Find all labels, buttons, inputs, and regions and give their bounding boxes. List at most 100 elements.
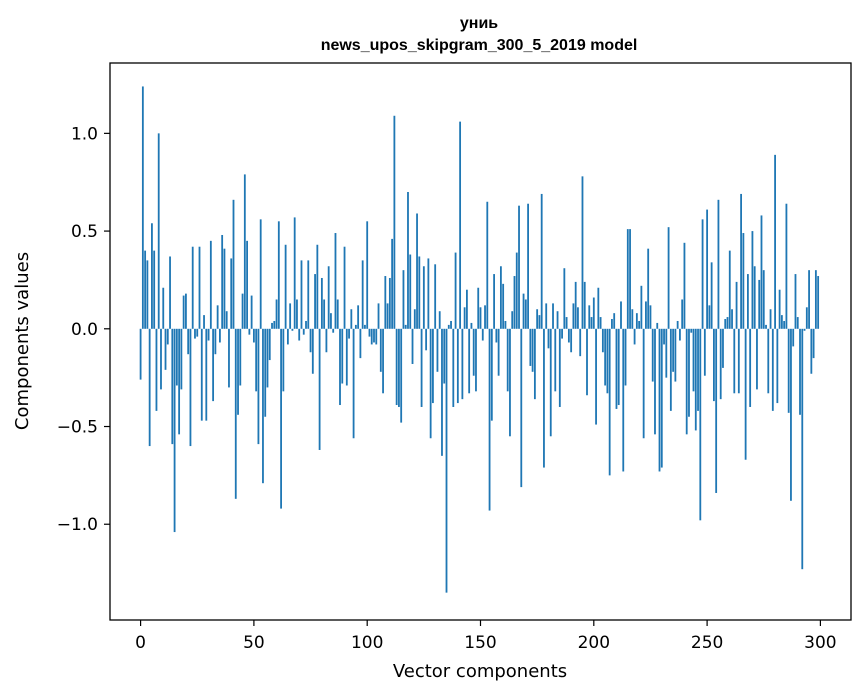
bar-245 [694, 328, 697, 431]
bar-74 [307, 260, 310, 329]
bar-289 [794, 274, 797, 329]
bar-208 [611, 319, 613, 329]
bar-224 [647, 248, 650, 329]
bar-10 [162, 287, 165, 329]
bar-71 [300, 260, 303, 329]
bar-128 [429, 328, 432, 439]
bar-168 [520, 328, 523, 488]
bar-162 [506, 328, 509, 392]
bar-283 [780, 315, 783, 329]
bar-142 [461, 328, 464, 400]
bar-250 [706, 209, 709, 329]
bar-90 [343, 246, 346, 329]
bar-148 [475, 328, 477, 392]
bar-281 [776, 328, 779, 404]
bar-87 [336, 299, 339, 329]
bar-259 [726, 317, 729, 329]
bar-77 [314, 274, 316, 329]
bar-141 [459, 121, 462, 329]
x-tick-label: 300 [804, 633, 836, 653]
bar-186 [561, 328, 563, 339]
bar-189 [567, 328, 570, 343]
y-tick-label: 1.0 [71, 124, 98, 144]
bar-27 [200, 328, 203, 421]
bar-104 [375, 328, 378, 345]
bar-146 [470, 322, 473, 329]
bar-243 [690, 328, 693, 333]
bar-127 [427, 258, 430, 329]
bar-230 [660, 328, 663, 468]
bar-40 [230, 258, 233, 329]
bar-73 [305, 320, 307, 329]
bar-5 [151, 223, 153, 329]
bar-4 [148, 328, 151, 447]
bar-225 [649, 305, 652, 329]
bar-68 [293, 217, 296, 329]
bar-257 [722, 328, 724, 368]
bar-131 [436, 328, 439, 372]
bar-185 [558, 328, 561, 407]
bar-258 [724, 319, 727, 329]
bar-164 [511, 311, 514, 329]
bar-125 [422, 266, 425, 329]
bar-255 [717, 199, 720, 329]
bar-82 [325, 328, 328, 353]
bar-132 [438, 311, 441, 329]
bar-25 [196, 328, 199, 337]
bar-89 [341, 328, 344, 384]
bar-117 [404, 324, 407, 329]
bar-105 [377, 303, 380, 329]
bar-107 [382, 328, 384, 394]
bar-206 [606, 328, 609, 394]
bar-271 [753, 266, 756, 329]
bar-242 [688, 328, 690, 417]
bar-179 [545, 303, 548, 329]
bar-106 [379, 328, 382, 372]
bar-85 [332, 328, 335, 333]
bar-136 [447, 324, 450, 329]
bar-238 [679, 328, 681, 341]
bar-282 [778, 289, 781, 329]
bar-169 [522, 293, 525, 329]
bar-59 [273, 320, 276, 329]
bar-287 [790, 328, 792, 501]
bar-209 [613, 313, 616, 329]
bar-227 [654, 328, 656, 435]
bar-267 [744, 328, 747, 460]
bar-151 [481, 328, 484, 341]
bar-191 [572, 303, 575, 329]
bar-15 [173, 328, 176, 533]
bar-193 [577, 307, 579, 329]
bar-200 [592, 297, 595, 329]
bar-199 [590, 317, 593, 329]
bars-group [139, 86, 820, 593]
bar-60 [275, 299, 278, 329]
bar-123 [418, 256, 421, 329]
bar-273 [758, 279, 761, 329]
bar-299 [817, 276, 820, 329]
bar-94 [352, 328, 355, 439]
bar-229 [658, 328, 661, 472]
bar-95 [354, 324, 357, 329]
bar-290 [796, 317, 799, 329]
bar-198 [588, 305, 591, 329]
bar-294 [805, 307, 808, 329]
bar-244 [692, 328, 695, 392]
bar-298 [814, 270, 817, 329]
bar-163 [509, 328, 511, 437]
bar-249 [703, 328, 706, 376]
bar-248 [701, 219, 704, 329]
bar-263 [735, 281, 738, 329]
bar-130 [434, 264, 437, 329]
bar-7 [155, 328, 158, 411]
bar-122 [416, 213, 418, 329]
x-tick-label: 100 [351, 633, 383, 653]
bar-143 [463, 307, 466, 329]
bar-18 [180, 328, 183, 390]
bar-52 [257, 328, 260, 445]
bar-235 [672, 328, 675, 372]
bar-278 [769, 309, 772, 329]
bar-226 [651, 328, 654, 382]
bar-63 [282, 328, 285, 392]
bar-61 [277, 221, 280, 329]
